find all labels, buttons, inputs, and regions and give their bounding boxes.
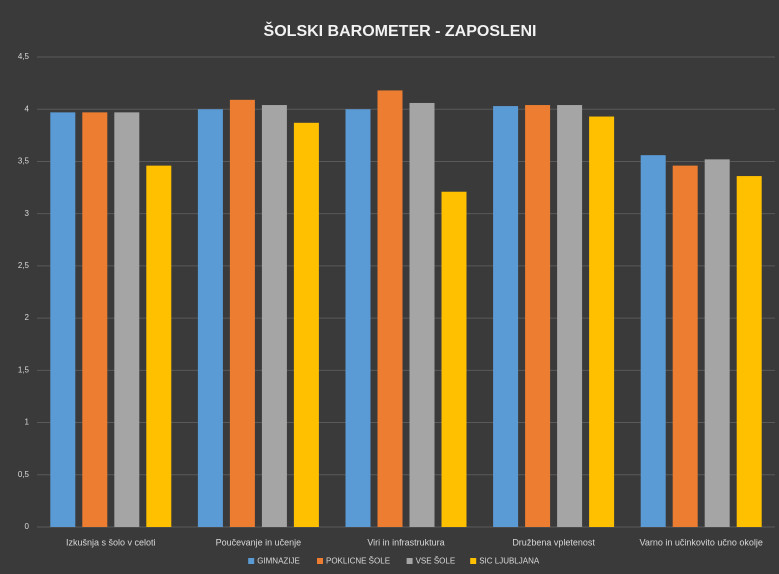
legend-swatch [248, 558, 255, 564]
bar [229, 99, 255, 528]
y-tick-label: 4 [25, 104, 30, 113]
y-tick-label: 3 [25, 209, 30, 218]
y-tick-label: 0,5 [18, 470, 30, 479]
y-tick-label: 2 [25, 313, 30, 322]
legend-label: VSE ŠOLE [416, 557, 456, 566]
bar [736, 176, 762, 528]
legend-label: POKLICNE ŠOLE [326, 557, 390, 566]
bar [493, 106, 519, 527]
bar [704, 159, 730, 527]
bar [50, 112, 76, 527]
x-tick-label: Varno in učinkovito učno okolje [639, 537, 762, 547]
bar [261, 105, 287, 528]
x-tick-label: Izkušnja s šolo v celoti [66, 537, 156, 547]
bar [114, 112, 140, 527]
x-tick-label: Poučevanje in učenje [216, 537, 302, 547]
legend-swatch [470, 558, 477, 564]
y-tick-label: 4,5 [18, 52, 30, 61]
legend-label: SIC LJUBLJANA [479, 557, 540, 566]
bar [525, 105, 551, 528]
bar [640, 155, 666, 527]
y-tick-label: 1 [25, 418, 30, 427]
x-tick-label: Družbena vpletenost [512, 537, 595, 547]
chart-title: ŠOLSKI BAROMETER - ZAPOSLENI [264, 21, 537, 40]
y-tick-label: 2,5 [18, 261, 30, 270]
x-tick-label: Viri in infrastruktura [367, 537, 444, 547]
legend-swatch [406, 558, 413, 564]
bar [441, 191, 467, 527]
y-tick-label: 3,5 [18, 157, 30, 166]
legend-swatch [317, 558, 323, 564]
bar [197, 109, 223, 527]
bar [589, 116, 615, 528]
bar [409, 102, 435, 527]
bar [293, 122, 319, 528]
bar [672, 165, 698, 527]
y-tick-label: 1,5 [18, 365, 30, 374]
bar [146, 165, 172, 527]
y-tick-label: 0 [25, 522, 30, 531]
legend-label: GIMNAZIJE [257, 557, 300, 566]
bar [345, 109, 371, 527]
bar [557, 105, 583, 528]
bar [377, 90, 403, 527]
bar [82, 112, 108, 527]
